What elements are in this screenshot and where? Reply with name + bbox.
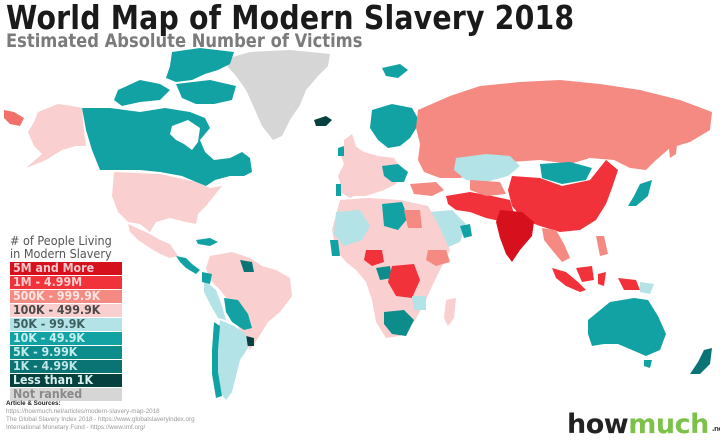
legend-item-label: 5K - 9.99K — [13, 346, 78, 359]
region-tasmania — [644, 360, 652, 368]
region-russia — [416, 80, 712, 178]
legend-item-label: 10K - 49.9K — [13, 332, 85, 345]
region-uruguay — [246, 336, 254, 346]
region-mongolia — [540, 162, 592, 184]
region-scandinavia — [370, 104, 420, 148]
legend-item-5m-plus: 5M and More — [10, 262, 122, 275]
logo-how: how — [567, 409, 629, 440]
legend-item-50k-99k: 50K - 99.9K — [10, 318, 122, 331]
region-canada-islands — [166, 48, 234, 82]
region-philippines — [596, 236, 608, 256]
region-east-africa-light — [412, 296, 426, 310]
region-papua — [618, 278, 640, 290]
legend-item-1m-4.99m: 1M - 4.99M — [10, 276, 122, 289]
region-chukotka — [4, 110, 24, 126]
region-canada — [82, 108, 252, 186]
region-iran-pakistan — [446, 192, 514, 222]
legend-item-100k-499k: 100K - 499.9K — [10, 304, 122, 317]
region-png — [640, 282, 654, 294]
region-oman — [460, 224, 472, 238]
legend-item-label: 50K - 99.9K — [13, 318, 85, 331]
region-new-zealand — [690, 348, 712, 374]
region-portugal — [336, 184, 341, 196]
region-sulawesi — [598, 272, 606, 286]
region-indonesia — [552, 268, 586, 292]
region-west-africa — [334, 210, 370, 246]
logo-tld: .net — [711, 425, 720, 433]
region-nigeria — [364, 250, 384, 266]
region-spain — [340, 178, 362, 198]
region-canada-islands-3 — [176, 80, 236, 104]
region-namibia-botswana — [384, 310, 414, 336]
legend-item-less-1k: Less than 1K — [10, 374, 122, 387]
region-canada-islands-2 — [114, 80, 170, 106]
legend-item-label: 5M and More — [13, 262, 95, 275]
legend-title-line2: in Modern Slavery — [10, 246, 112, 261]
region-west-africa-coast — [330, 240, 340, 256]
region-central-america — [176, 256, 200, 274]
region-iceland — [314, 116, 332, 126]
region-alaska — [26, 104, 86, 168]
source-link-imf[interactable]: International Monetary Fund - https://ww… — [6, 424, 146, 431]
region-guyana — [240, 260, 254, 272]
region-greenland — [222, 50, 330, 140]
howmuch-logo: howmuch.net — [567, 411, 720, 439]
region-libya — [382, 202, 408, 230]
region-kazakhstan — [454, 154, 520, 182]
page-subtitle: Estimated Absolute Number of Victims — [6, 30, 363, 52]
legend-item-label: Less than 1K — [13, 374, 94, 387]
region-south-america-north — [206, 252, 292, 350]
region-se-asia — [542, 228, 570, 262]
page-title: World Map of Modern Slavery 2018 — [6, 0, 575, 37]
legend-items: 5M and More 1M - 4.99M 500K - 999.9K 100… — [10, 262, 122, 401]
region-turkey — [410, 182, 444, 196]
legend-item-1k-4k: 1K - 4.99K — [10, 360, 122, 373]
region-japan — [628, 180, 652, 206]
region-madagascar — [444, 298, 456, 326]
region-ireland — [338, 146, 344, 156]
region-peru — [204, 280, 226, 320]
legend-title-line1: # of People Living — [10, 233, 112, 248]
region-uk — [344, 134, 356, 154]
region-central-africa-teal — [376, 266, 392, 280]
legend-item-label: Not ranked — [13, 388, 83, 401]
legend: # of People Living in Modern Slavery 5M … — [10, 234, 122, 402]
legend-item-label: 1M - 4.99M — [13, 276, 83, 289]
region-caribbean — [196, 238, 218, 246]
sources-heading: Article & Sources: — [6, 400, 61, 407]
source-link-article[interactable]: https://howmuch.net/articles/modern-slav… — [6, 408, 160, 415]
region-hudson-bay — [170, 120, 200, 150]
region-chile — [212, 322, 222, 398]
region-central-asia — [470, 180, 506, 196]
region-ecuador — [202, 272, 212, 284]
region-india — [496, 210, 534, 262]
sources: Article & Sources: https://howmuch.net/a… — [6, 400, 195, 432]
legend-item-label: 500K - 999.9K — [13, 290, 101, 303]
region-china — [508, 160, 618, 232]
legend-item-label: 100K - 499.9K — [13, 304, 101, 317]
region-egypt — [404, 210, 422, 228]
legend-item-label: 1K - 4.99K — [13, 360, 78, 373]
logo-much: much — [628, 409, 709, 440]
region-argentina — [218, 320, 248, 400]
legend-item-500k-999k: 500K - 999.9K — [10, 290, 122, 303]
legend-item-10k-49k: 10K - 49.9K — [10, 332, 122, 345]
legend-item-5k-9k: 5K - 9.99K — [10, 346, 122, 359]
region-kamchatka — [668, 136, 678, 158]
region-mexico — [128, 224, 178, 258]
region-ethiopia — [426, 250, 450, 266]
region-svalbard — [382, 64, 408, 78]
region-borneo — [576, 266, 594, 282]
region-bolivia — [224, 298, 252, 330]
legend-item-not-ranked: Not ranked — [10, 388, 122, 401]
region-australia — [588, 298, 666, 356]
region-usa — [112, 172, 222, 232]
region-central-europe — [382, 164, 408, 182]
source-link-gsi[interactable]: The Global Slavery Index 2018 - https://… — [6, 416, 195, 423]
region-drc — [388, 264, 420, 298]
